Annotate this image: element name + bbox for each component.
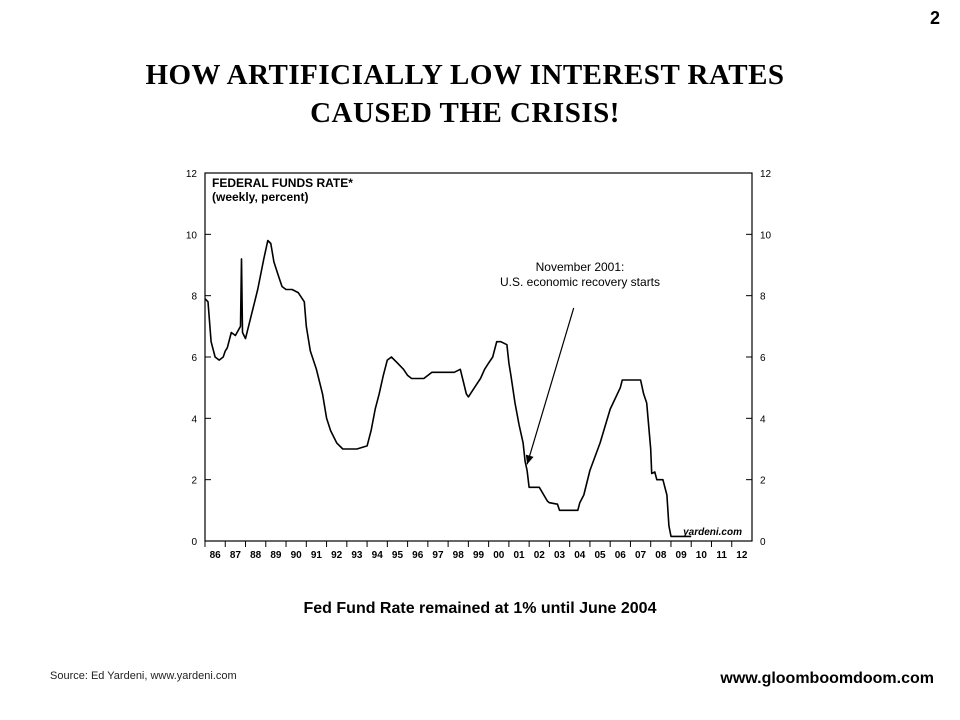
x-tick-label-93: 93 bbox=[351, 550, 363, 561]
x-tick-label-12: 12 bbox=[736, 550, 748, 561]
chart-title: FEDERAL FUNDS RATE* bbox=[212, 176, 353, 190]
x-tick-label-01: 01 bbox=[513, 550, 525, 561]
title-line-1: HOW ARTIFICIALLY LOW INTEREST RATES bbox=[145, 59, 785, 91]
x-tick-label-88: 88 bbox=[250, 550, 262, 561]
annotation-arrow bbox=[526, 307, 575, 465]
website-link[interactable]: www.gloomboomdoom.com bbox=[720, 670, 934, 687]
x-tick-label-86: 86 bbox=[210, 550, 222, 561]
x-tick-label-89: 89 bbox=[270, 550, 282, 561]
y-tick-label-right-8: 8 bbox=[760, 292, 766, 303]
y-tick-label-left-12: 12 bbox=[186, 169, 198, 180]
x-tick-label-96: 96 bbox=[412, 550, 424, 561]
y-tick-label-right-0: 0 bbox=[760, 537, 766, 548]
y-axis-right: 0 2 4 6 8 10 12 bbox=[746, 169, 772, 548]
y-tick-label-left-6: 6 bbox=[191, 353, 197, 364]
source-note: Source: Ed Yardeni, www.yardeni.com bbox=[50, 670, 237, 682]
x-tick-label-98: 98 bbox=[453, 550, 465, 561]
x-axis: 86 87 88 89 90 91 92 93 94 95 96 97 98 99 00 01 02 03 04 05… bbox=[204, 541, 748, 561]
x-tick-label-10: 10 bbox=[696, 550, 708, 561]
federal-funds-rate-chart: 0 2 4 6 8 10 12 0 2 4 6 8 10 12 86 87 88 89 90 91 92 93 94 95… bbox=[160, 155, 800, 585]
series-line-federal-funds-rate bbox=[204, 239, 692, 538]
plot-frame bbox=[204, 172, 753, 542]
x-tick-label-04: 04 bbox=[574, 550, 586, 561]
y-tick-label-right-4: 4 bbox=[760, 414, 766, 425]
y-axis-left: 0 2 4 6 8 10 12 bbox=[186, 169, 211, 548]
y-tick-label-left-0: 0 bbox=[191, 537, 197, 548]
x-tick-label-94: 94 bbox=[372, 550, 384, 561]
slide-title: HOW ARTIFICIALLY LOW INTEREST RATES CAUS… bbox=[60, 56, 870, 132]
y-tick-label-right-2: 2 bbox=[760, 476, 766, 487]
x-tick-label-09: 09 bbox=[676, 550, 688, 561]
x-tick-label-08: 08 bbox=[655, 550, 667, 561]
x-tick-label-97: 97 bbox=[432, 550, 444, 561]
x-tick-label-91: 91 bbox=[311, 550, 323, 561]
annotation-line-2: U.S. economic recovery starts bbox=[500, 275, 660, 289]
x-tick-label-95: 95 bbox=[392, 550, 404, 561]
x-tick-label-03: 03 bbox=[554, 550, 566, 561]
watermark: yardeni.com bbox=[682, 527, 742, 538]
title-line-2: CAUSED THE CRISIS! bbox=[310, 97, 620, 129]
annotation-line-1: November 2001: bbox=[536, 260, 625, 274]
x-tick-label-92: 92 bbox=[331, 550, 343, 561]
y-tick-label-right-10: 10 bbox=[760, 230, 772, 241]
x-tick-label-02: 02 bbox=[534, 550, 546, 561]
x-tick-label-05: 05 bbox=[594, 550, 606, 561]
annotation-arrowhead bbox=[525, 454, 534, 465]
y-tick-label-left-8: 8 bbox=[191, 292, 197, 303]
y-tick-label-left-10: 10 bbox=[186, 230, 198, 241]
chart-subtitle: (weekly, percent) bbox=[212, 190, 308, 204]
x-tick-label-90: 90 bbox=[291, 550, 303, 561]
x-tick-label-87: 87 bbox=[230, 550, 242, 561]
x-tick-label-06: 06 bbox=[615, 550, 627, 561]
x-tick-label-11: 11 bbox=[716, 550, 727, 561]
y-tick-label-right-6: 6 bbox=[760, 353, 766, 364]
slide-number: 2 bbox=[929, 8, 940, 28]
x-tick-label-99: 99 bbox=[473, 550, 485, 561]
x-tick-label-07: 07 bbox=[635, 550, 647, 561]
y-tick-label-left-2: 2 bbox=[191, 476, 197, 487]
x-tick-label-00: 00 bbox=[493, 550, 505, 561]
chart-caption: Fed Fund Rate remained at 1% until June … bbox=[303, 600, 657, 617]
y-tick-label-left-4: 4 bbox=[191, 414, 197, 425]
y-tick-label-right-12: 12 bbox=[760, 169, 772, 180]
